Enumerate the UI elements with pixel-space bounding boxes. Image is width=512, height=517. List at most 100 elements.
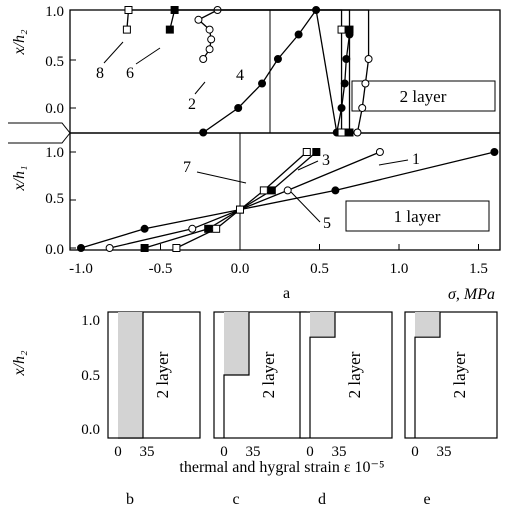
strain-fill — [310, 312, 335, 338]
upper-y-axis-label: x/h₂ — [11, 29, 28, 56]
layer-label-box-2 — [351, 80, 496, 112]
strain-x-tick: 35 — [140, 444, 155, 460]
x-tick-label: 1.0 — [390, 261, 409, 277]
strain-x-tick: 0 — [306, 444, 314, 460]
strain-y-tick: 0.5 — [81, 368, 100, 384]
strain-layer-label: 2 layer — [259, 351, 278, 398]
strain-layer-label: 2 layer — [450, 351, 469, 398]
panel-caption-b: b — [126, 491, 134, 508]
upper-y-tick: 0.5 — [45, 54, 64, 70]
layer-label-2: 2 layer — [400, 87, 447, 106]
boundary-leader-lower — [8, 132, 71, 144]
data-point — [259, 186, 268, 195]
lower-y-ticks: 1.0 0.5 0.0 — [45, 145, 76, 258]
strain-x-tick: 0 — [114, 444, 122, 460]
curve-label-6: 6 — [126, 65, 134, 82]
data-point — [345, 128, 354, 137]
strain-profile — [118, 312, 144, 439]
strain-x-axis-label: thermal and hygral strain ε 10⁻⁵ — [179, 459, 384, 476]
layer-label-box-1 — [345, 200, 490, 232]
strain-panel-b: 2 layer 0 35 b — [107, 311, 201, 508]
data-point — [337, 128, 346, 137]
lower-y-tick: 1.0 — [45, 145, 64, 161]
series-2 — [199, 6, 354, 137]
strain-y-tick: 1.0 — [81, 313, 100, 329]
strain-fill — [415, 312, 440, 338]
strain-x-tick: 35 — [332, 444, 347, 460]
panel-caption-e: e — [423, 491, 430, 508]
data-point — [124, 6, 133, 14]
data-point — [140, 244, 149, 252]
curve-label-2: 2 — [188, 96, 196, 113]
strain-panel-c: 2 layer 0 35 c — [213, 311, 307, 508]
strain-profile — [309, 312, 336, 438]
series-1 — [77, 148, 499, 252]
strain-panel-e: 2 layer 0 35 e — [404, 311, 498, 508]
data-point — [207, 35, 216, 44]
x-tick-label: 1.5 — [469, 261, 488, 277]
strain-fill — [118, 312, 143, 438]
data-point — [77, 244, 85, 252]
data-point — [199, 55, 208, 63]
data-point — [342, 55, 351, 63]
data-point — [312, 148, 321, 156]
lower-y-tick: 0.0 — [45, 242, 64, 258]
data-point — [140, 224, 149, 233]
data-point — [283, 186, 292, 195]
series-6 — [165, 6, 354, 137]
curve-label-7: 7 — [183, 159, 191, 176]
x-tick-label: -1.0 — [69, 261, 93, 277]
strain-x-tick: 35 — [437, 444, 452, 460]
data-point — [199, 128, 208, 137]
strain-profile — [223, 312, 250, 438]
strain-y-tick: 0.0 — [81, 422, 100, 438]
data-point — [340, 79, 349, 88]
strain-y-ticks: 1.0 0.5 0.0 — [81, 313, 100, 438]
panel-caption-c: c — [232, 491, 239, 508]
panel-caption-d: d — [318, 491, 326, 508]
strain-x-tick: 0 — [411, 444, 419, 460]
data-point — [273, 55, 282, 63]
panel-caption-a: a — [283, 285, 290, 302]
data-point — [122, 25, 131, 34]
data-point — [205, 25, 214, 34]
strain-layer-label: 2 layer — [153, 351, 172, 398]
data-point — [358, 104, 367, 112]
data-point — [364, 55, 373, 63]
series-line — [128, 9, 343, 30]
data-point — [212, 224, 221, 233]
series-line — [109, 151, 381, 249]
strain-panel-d: 2 layer 0 35 d — [299, 311, 393, 508]
data-point — [361, 79, 370, 88]
strain-x-tick: 35 — [246, 444, 261, 460]
data-point — [375, 148, 384, 156]
curve-label-5: 5 — [323, 215, 331, 232]
upper-y-ticks: 1.0 0.5 0.0 — [45, 4, 76, 117]
strain-y-axis-label: x/h₂ — [11, 350, 28, 377]
data-point — [165, 25, 174, 34]
curve-label-4: 4 — [236, 67, 244, 84]
curves — [77, 6, 499, 252]
curve-label-8: 8 — [96, 65, 104, 82]
data-point — [205, 45, 214, 54]
lower-y-axis-label: x/h₁ — [11, 165, 28, 191]
upper-y-tick: 1.0 — [45, 4, 64, 20]
x-tick-label: -0.5 — [149, 261, 173, 277]
series-8 — [122, 6, 346, 137]
strain-layer-label: 2 layer — [345, 351, 364, 398]
x-tick-label: 0.5 — [310, 261, 329, 277]
series-3 — [105, 148, 384, 252]
curve-label-3: 3 — [322, 152, 330, 169]
data-point — [105, 244, 114, 252]
data-point — [234, 104, 243, 112]
layer-label-1: 1 layer — [394, 207, 441, 226]
x-tick-label: 0.0 — [231, 261, 250, 277]
data-point — [258, 79, 267, 88]
data-point — [337, 25, 346, 34]
upper-y-tick: 0.0 — [45, 101, 64, 117]
series-line — [202, 8, 351, 134]
boundary-leader-upper — [8, 122, 71, 134]
data-point — [267, 186, 276, 195]
